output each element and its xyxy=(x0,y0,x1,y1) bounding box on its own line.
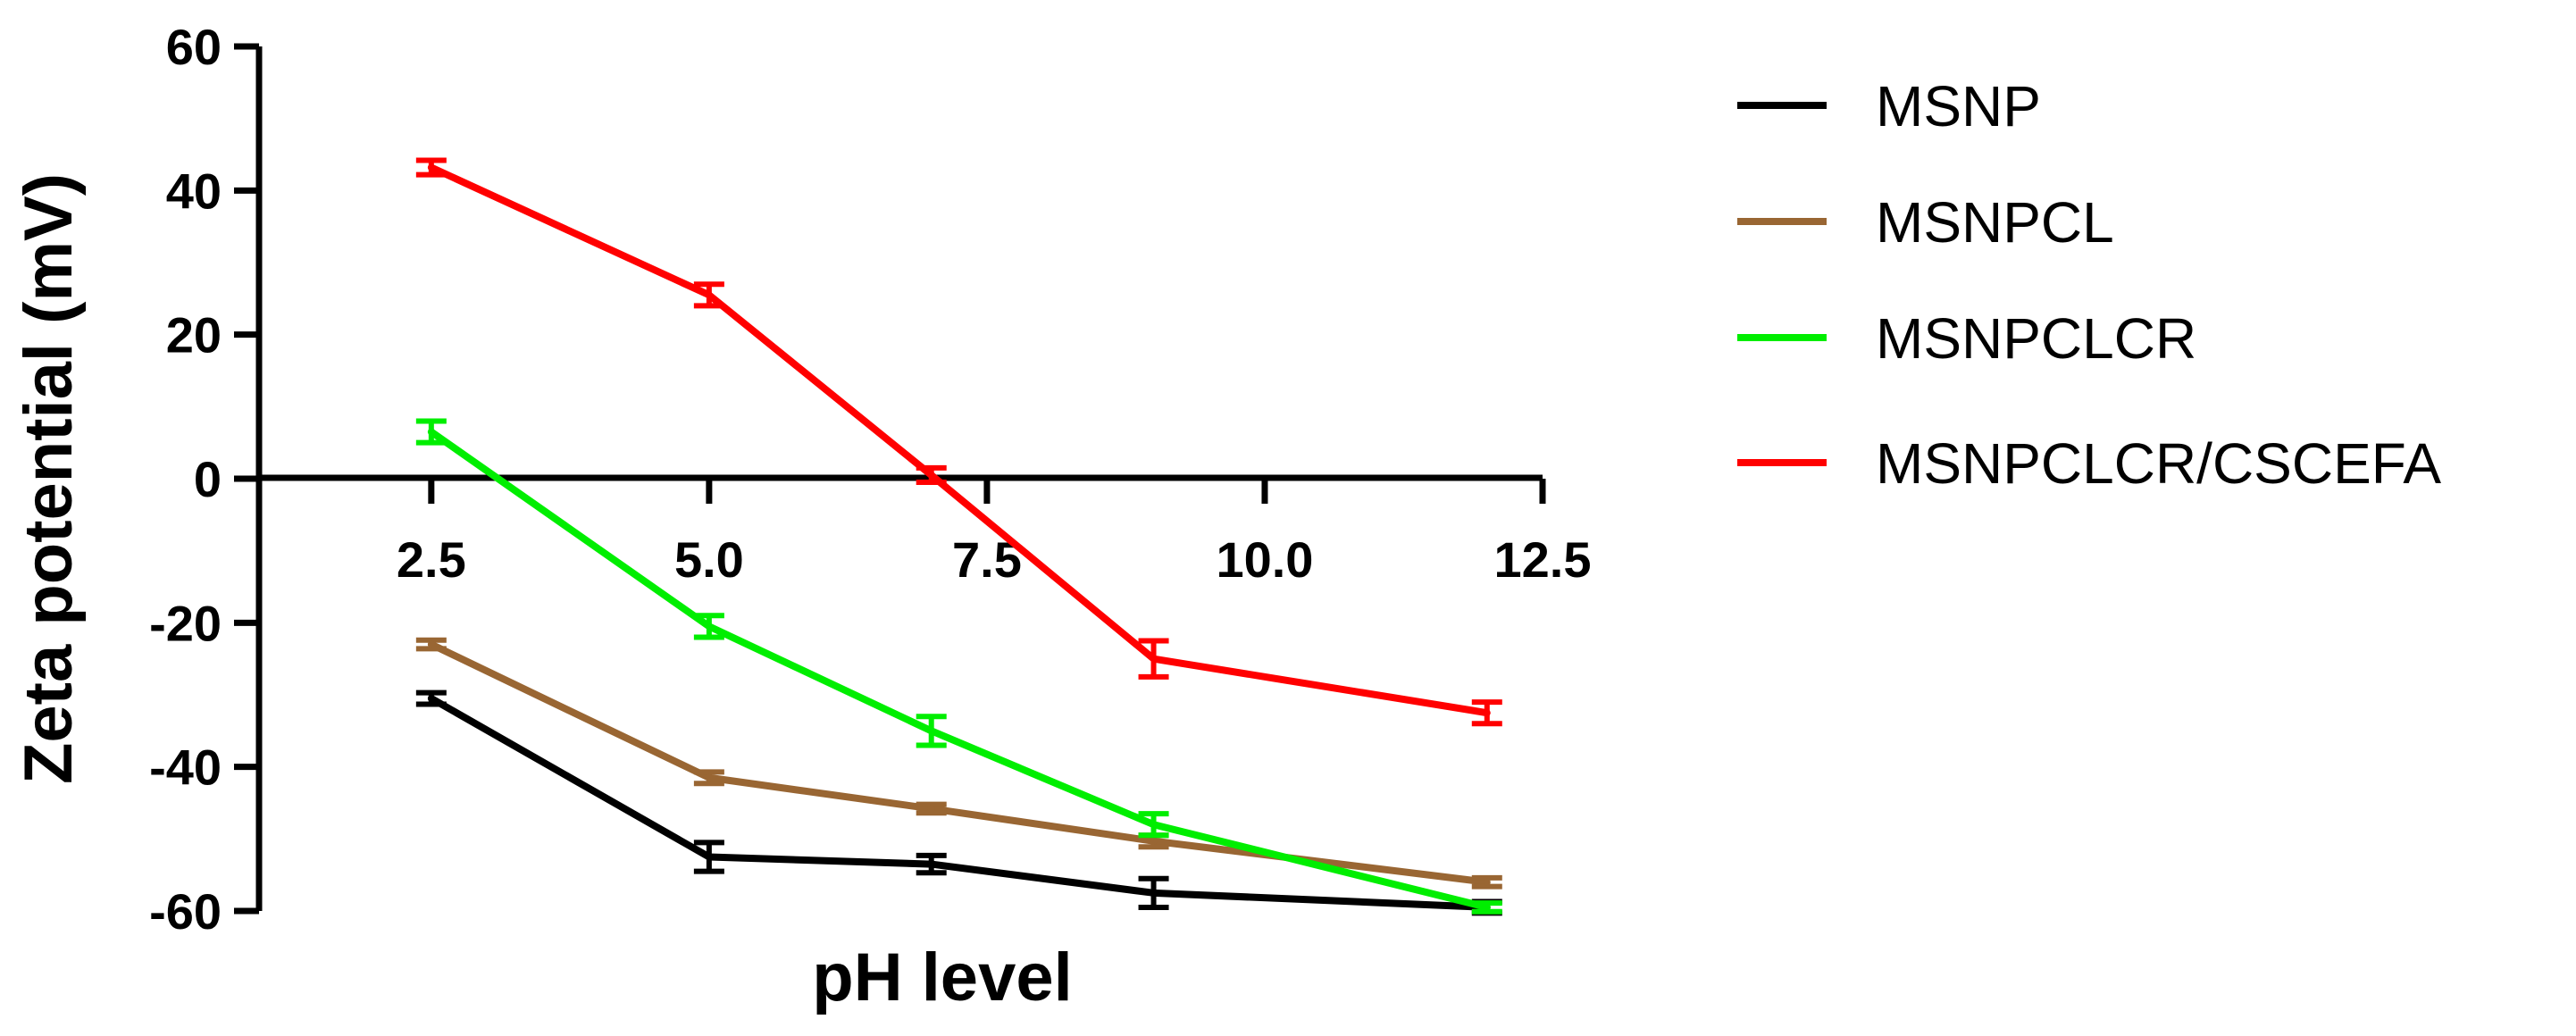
y-tick-label: -60 xyxy=(149,883,222,940)
legend-item-msnpclcr-cscefa[interactable]: MSNPCLCR/CSCEFA xyxy=(1737,431,2441,496)
data-point xyxy=(927,860,935,868)
data-point xyxy=(1150,889,1158,897)
data-point xyxy=(705,291,713,299)
data-point xyxy=(1150,655,1158,663)
legend-item-msnpcl[interactable]: MSNPCL xyxy=(1737,190,2114,255)
legend-label-msnp: MSNP xyxy=(1876,74,2041,138)
data-point xyxy=(927,471,935,479)
y-tick-label: 0 xyxy=(194,451,222,507)
data-point xyxy=(427,640,435,648)
y-tick-label: 60 xyxy=(166,19,222,75)
series-line-msnpclcr-cscefa xyxy=(430,163,1488,717)
x-ticks: 2.5 5.0 7.5 10.0 12.5 xyxy=(397,479,1592,588)
series-msnpclcr-cscefa xyxy=(415,157,1502,727)
x-tick-label: 12.5 xyxy=(1494,531,1592,588)
legend-label-msnpclcr-cscefa: MSNPCLCR/CSCEFA xyxy=(1876,431,2441,496)
data-point xyxy=(705,773,713,781)
data-point xyxy=(427,428,435,436)
data-point xyxy=(427,695,435,703)
y-tick-label: 40 xyxy=(166,163,222,219)
series-msnp xyxy=(415,689,1502,916)
x-tick-label: 2.5 xyxy=(397,531,466,588)
series-line-msnpcl xyxy=(430,640,1488,886)
legend-item-msnpclcr[interactable]: MSNPCLCR xyxy=(1737,306,2196,371)
data-point xyxy=(1483,878,1491,886)
x-axis-title: pH level xyxy=(812,940,1072,1015)
legend: MSNP MSNPCL MSNPCLCR MSNPCLCR/CSCEFA xyxy=(1737,74,2441,496)
data-point xyxy=(705,622,713,631)
data-point xyxy=(1483,903,1491,911)
data-point xyxy=(427,163,435,171)
data-point xyxy=(1150,821,1158,829)
series-msnpcl xyxy=(415,637,1502,890)
legend-item-msnp[interactable]: MSNP xyxy=(1737,74,2041,138)
x-tick-label: 10.0 xyxy=(1216,531,1313,588)
legend-label-msnpclcr: MSNPCLCR xyxy=(1876,306,2196,371)
series-line-msnp xyxy=(429,695,1487,911)
series-msnpclcr xyxy=(415,418,1502,915)
x-tick-label: 5.0 xyxy=(674,531,744,588)
y-ticks: 60 40 20 0 -20 -40 -60 xyxy=(149,19,259,940)
legend-label-msnpcl: MSNPCL xyxy=(1876,190,2114,255)
data-point xyxy=(927,805,935,813)
y-tick-label: 20 xyxy=(166,307,222,363)
series-layer xyxy=(415,157,1502,916)
data-point xyxy=(1150,837,1158,845)
series-line-msnpclcr xyxy=(429,429,1488,911)
y-axis-title: Zeta potential (mV) xyxy=(11,173,87,784)
data-point xyxy=(1483,709,1491,717)
y-tick-label: -40 xyxy=(149,739,222,796)
y-tick-label: -20 xyxy=(149,595,222,651)
data-point xyxy=(705,853,713,861)
data-point xyxy=(927,727,935,735)
